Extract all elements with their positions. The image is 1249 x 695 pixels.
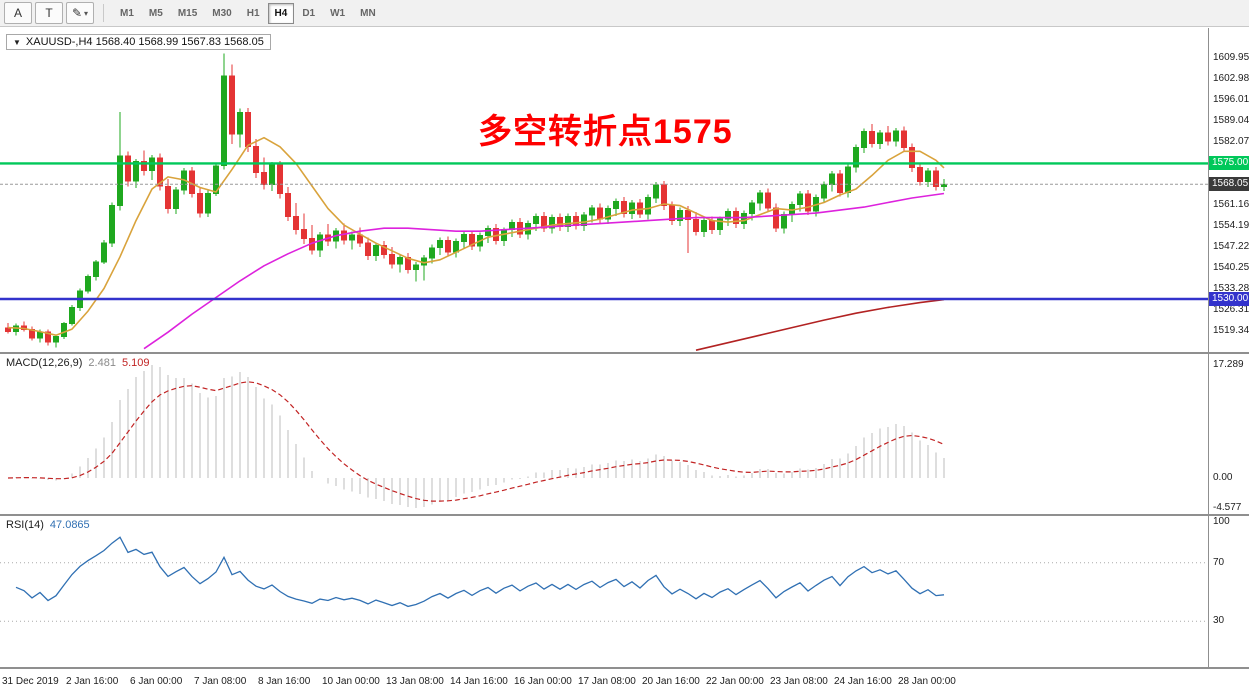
price-tick-label: 1582.07 [1213,136,1249,148]
chevron-down-icon: ▾ [84,8,89,18]
pencil-icon: ✎ [71,6,83,20]
time-tick-label: 6 Jan 00:00 [130,676,183,687]
ma-mid-line [143,192,945,350]
macd-panel: MACD(12,26,9) 2.481 5.109 17.289 0.00 -4.5… [0,354,1249,514]
timeframe-w1[interactable]: W1 [330,7,346,19]
rsi-axis[interactable]: 100 70 30 [1209,516,1249,667]
macd-max-label: 17.289 [1213,359,1244,370]
time-tick-label: 24 Jan 16:00 [834,676,892,687]
arrow-tool-button[interactable]: A [4,2,32,24]
price-tick-label: 1533.28 [1213,283,1249,295]
timeframe-m1[interactable]: M1 [120,7,134,19]
draw-tool-button[interactable]: ✎ ▾ [66,2,94,24]
price-tick-label: 1540.25 [1213,262,1249,274]
rsi-canvas[interactable] [0,516,1208,667]
macd-histogram [15,365,945,508]
rsi-level-70-label: 70 [1213,556,1225,568]
dropdown-marker-icon: ▼ [13,37,21,47]
timeframe-h4[interactable]: H4 [267,2,295,24]
macd-axis[interactable]: 17.289 0.00 -4.577 [1209,354,1249,514]
macd-min-label: -4.577 [1213,502,1242,513]
price-tick-label: 1526.31 [1213,304,1249,316]
price-tick-label: 1547.22 [1213,241,1249,253]
rsi-name: RSI(14) [6,519,44,531]
main-chart-canvas[interactable] [0,28,1208,352]
timeframe-m15[interactable]: M15 [177,7,198,19]
price-tick-label: 1596.01 [1213,94,1249,106]
timeframe-m5[interactable]: M5 [148,7,163,19]
price-tick-label: 1589.04 [1213,115,1249,127]
price-tick-label: 1519.34 [1213,325,1249,337]
macd-name: MACD(12,26,9) [6,357,83,369]
level-badge-1530.00: 1530.00 [1209,292,1249,306]
rsi-panel: RSI(14) 47.0865 100 70 30 [0,516,1249,667]
time-tick-label: 10 Jan 00:00 [322,676,380,687]
time-axis[interactable]: 31 Dec 2019 2 Jan 16:00 6 Jan 00:00 7 Jan 0… [0,669,1249,695]
level-badge-1575.00: 1575.00 [1209,156,1249,171]
main-chart-panel: ▼ XAUUSD-,H4 1568.40 1568.99 1567.83 156… [0,28,1249,352]
price-tick-label: 1609.95 [1213,52,1249,63]
toolbar-separator [103,4,104,22]
macd-signal-value: 5.109 [121,357,150,369]
text-tool-button[interactable]: T [35,2,63,24]
macd-canvas[interactable] [0,354,1208,514]
chart-title-text: XAUUSD-,H4 1568.40 1568.99 1567.83 1568.… [25,36,264,48]
macd-main-value: 2.481 [88,357,116,369]
rsi-label: RSI(14) 47.0865 [6,519,90,531]
time-tick-label: 28 Jan 00:00 [898,676,956,687]
macd-label: MACD(12,26,9) 2.481 5.109 [6,357,149,369]
time-tick-label: 31 Dec 2019 [2,676,59,687]
rsi-max-label: 100 [1213,516,1230,527]
rsi-line [15,536,945,608]
time-tick-label: 7 Jan 08:00 [194,676,247,687]
price-axis[interactable]: 1609.95 1602.98 1596.01 1589.04 1582.07 1575.… [1209,28,1249,352]
timeframe-mn[interactable]: MN [360,7,376,19]
time-tick-label: 2 Jan 16:00 [66,676,119,687]
time-tick-label: 14 Jan 16:00 [450,676,508,687]
rsi-value: 47.0865 [49,519,90,531]
time-tick-label: 20 Jan 16:00 [642,676,700,687]
chart-annotation-text[interactable]: 多空转折点1575 [478,113,733,151]
time-tick-label: 23 Jan 08:00 [770,676,828,687]
price-tick-label: 1554.19 [1213,220,1249,232]
time-tick-label: 17 Jan 08:00 [578,676,636,687]
candlestick-series [5,53,947,348]
time-tick-label: 13 Jan 08:00 [386,676,444,687]
time-tick-label: 22 Jan 00:00 [706,676,764,687]
macd-signal-line [7,381,945,502]
ma-fast-line [7,136,945,337]
ma-slow-line [695,298,945,351]
price-tick-label: 1561.16 [1213,199,1249,211]
timeframe-group: M1 M5 M15 M30 H1 H4 D1 W1 MN [113,2,383,24]
time-tick-label: 8 Jan 16:00 [258,676,311,687]
timeframe-d1[interactable]: D1 [302,7,316,19]
macd-zero-label: 0.00 [1213,472,1233,483]
time-tick-label: 16 Jan 00:00 [514,676,572,687]
price-tick-label: 1602.98 [1213,73,1249,84]
rsi-level-30-label: 30 [1213,615,1225,627]
timeframe-h1[interactable]: H1 [246,7,260,19]
current-price-badge: 1568.05 [1209,177,1249,192]
axis-border-line [1208,28,1209,669]
chart-title: ▼ XAUUSD-,H4 1568.40 1568.99 1567.83 156… [6,34,271,50]
timeframe-m30[interactable]: M30 [212,7,232,19]
toolbar: A T ✎ ▾ M1 M5 M15 M30 H1 H4 D1 W1 MN [0,0,1249,27]
